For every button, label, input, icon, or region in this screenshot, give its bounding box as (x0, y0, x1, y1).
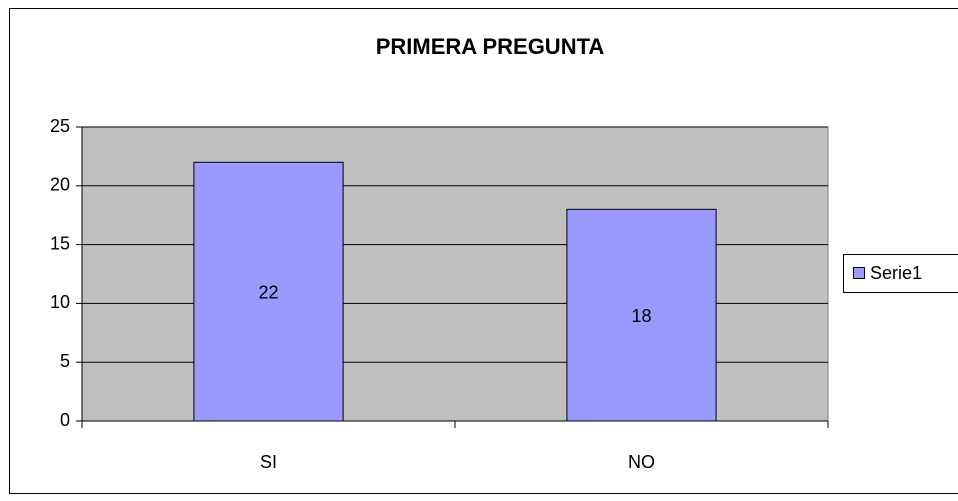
value-label: 22 (258, 282, 278, 302)
y-tick-label: 10 (50, 292, 70, 312)
x-tick-label: SI (260, 452, 277, 472)
legend-label: Serie1 (870, 263, 922, 283)
y-tick-label: 15 (50, 233, 70, 253)
y-tick-label: 5 (60, 351, 70, 371)
value-label: 18 (631, 306, 651, 326)
y-tick-label: 0 (60, 410, 70, 430)
x-tick-label: NO (628, 452, 655, 472)
y-tick-label: 20 (50, 175, 70, 195)
legend-swatch (854, 268, 865, 279)
chart-title: PRIMERA PREGUNTA (376, 34, 605, 59)
y-tick-label: 25 (50, 116, 70, 136)
